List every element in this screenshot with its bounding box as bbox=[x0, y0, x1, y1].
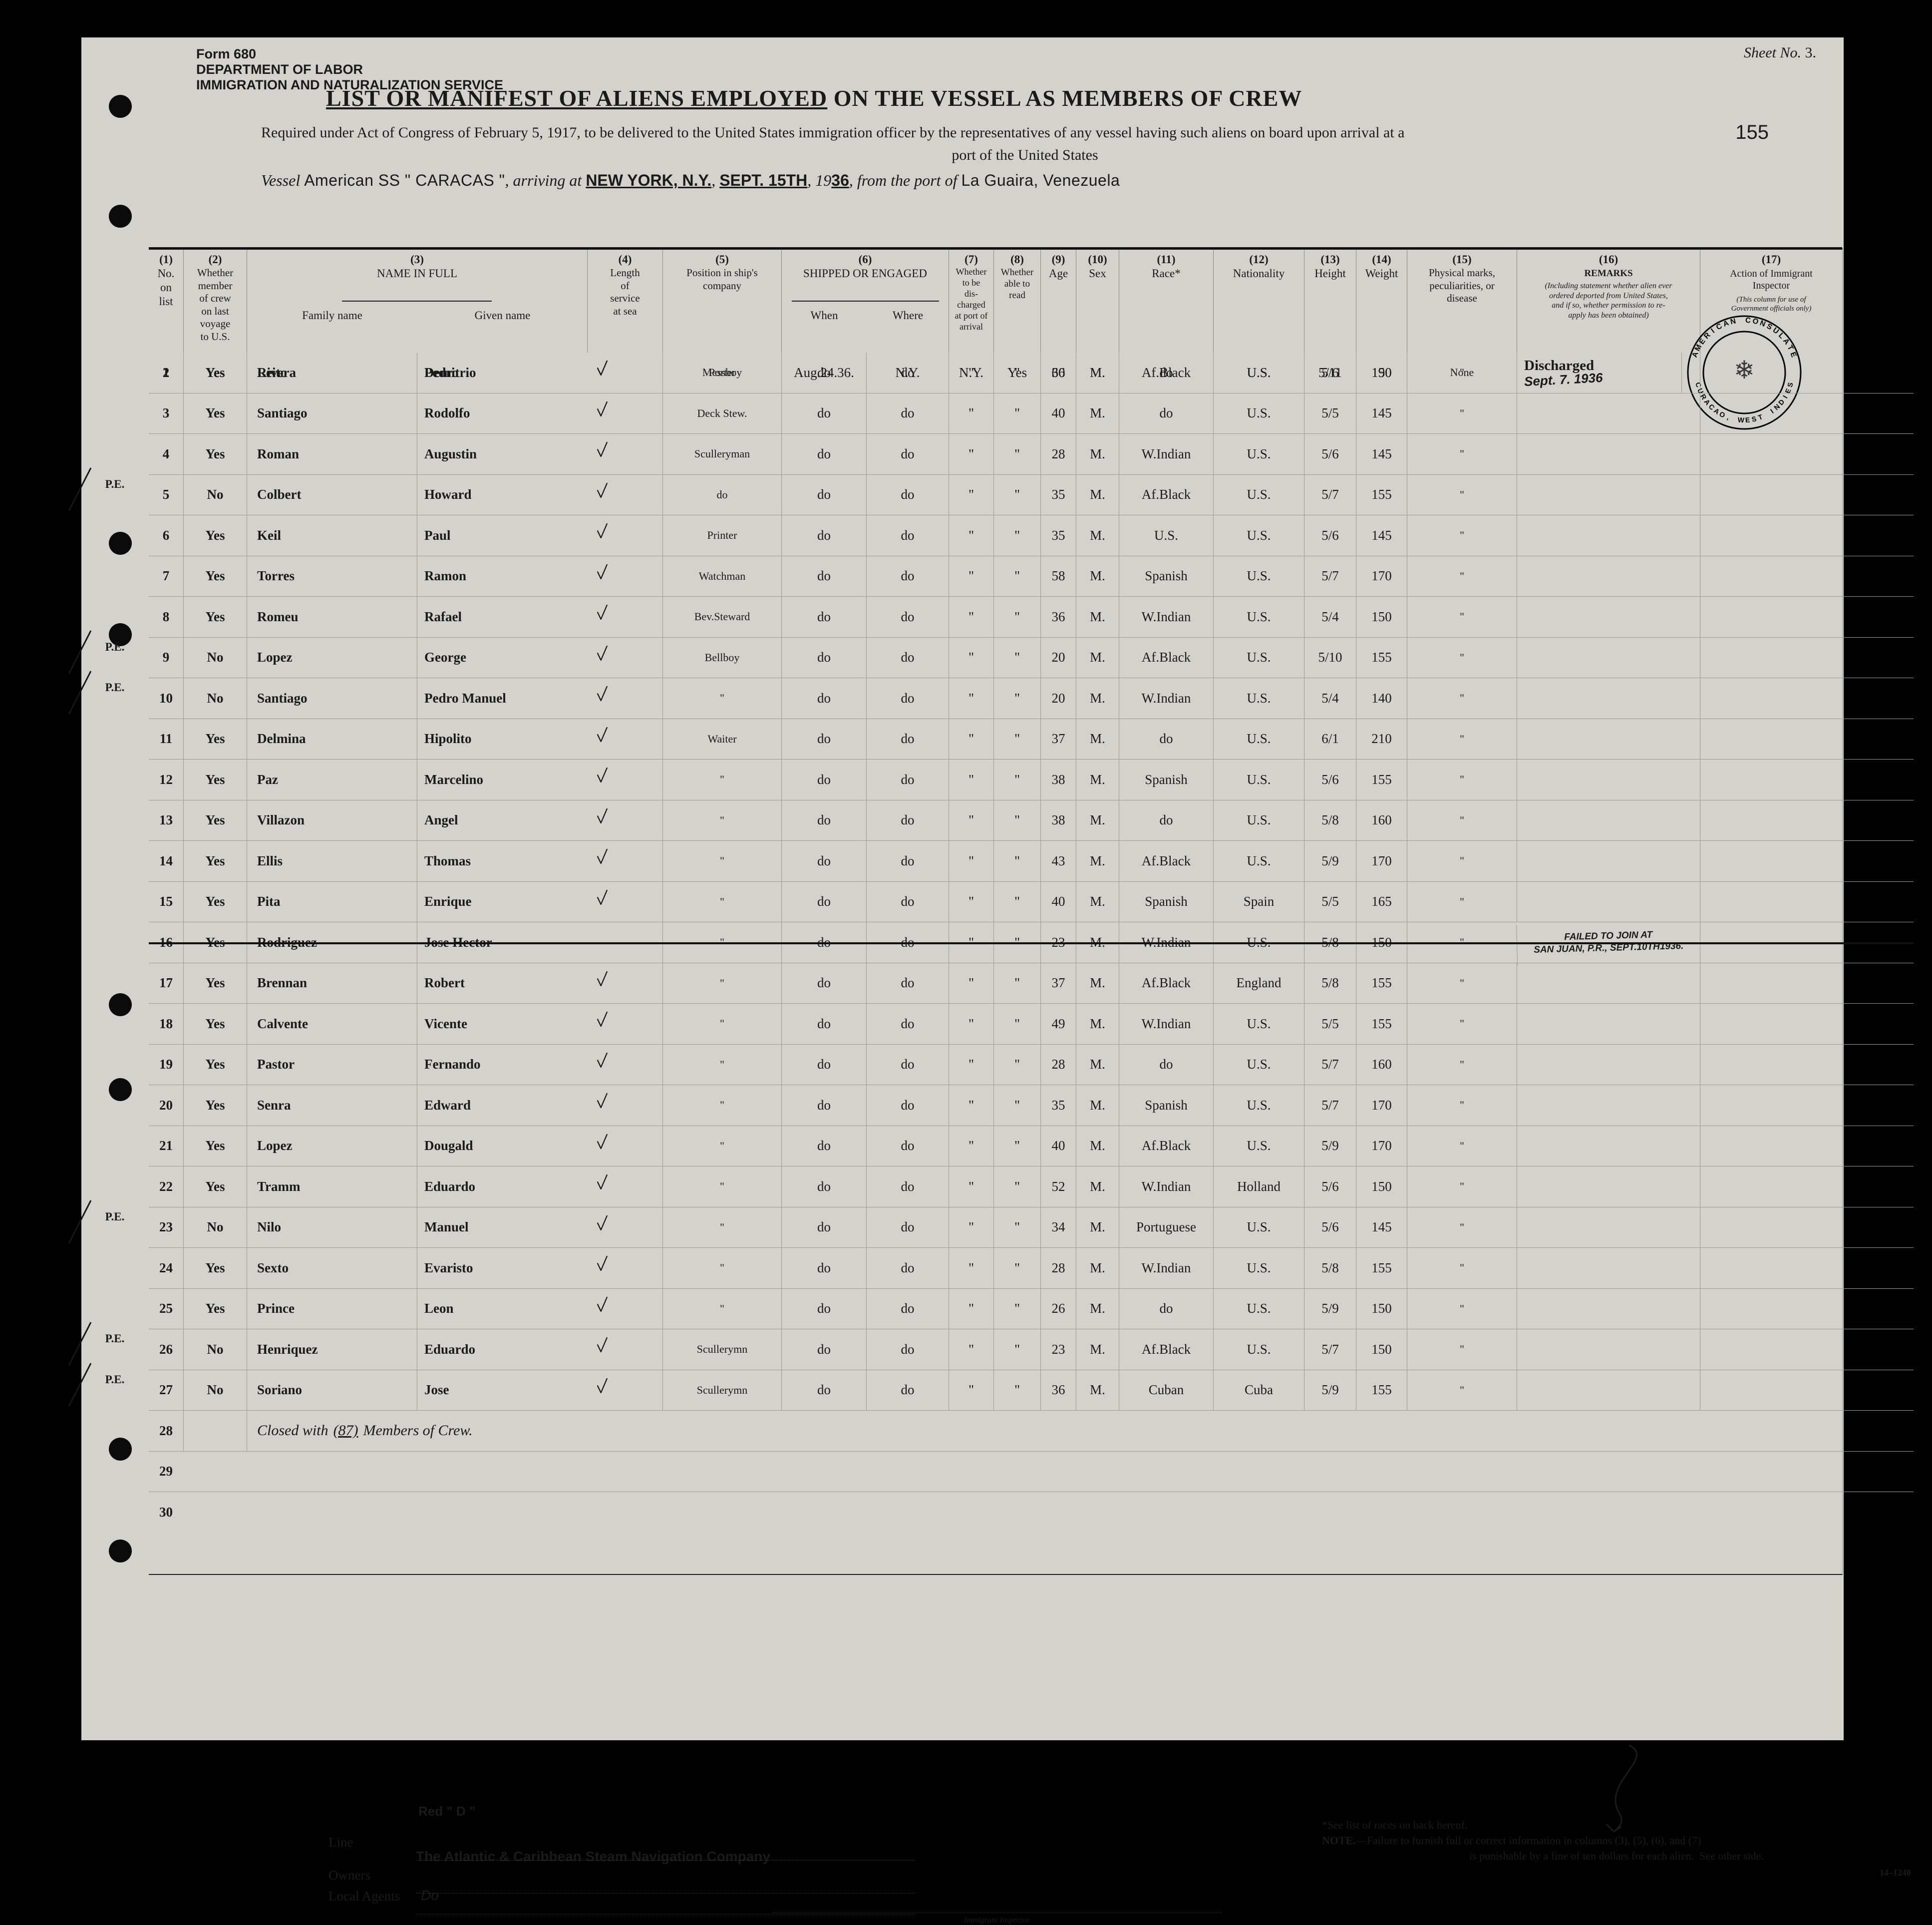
svg-text:O: O bbox=[1751, 317, 1759, 327]
svg-text:C: C bbox=[1714, 322, 1723, 332]
svg-text:T: T bbox=[1785, 344, 1795, 352]
svg-text:A: A bbox=[1722, 319, 1730, 329]
svg-text:N: N bbox=[1729, 317, 1736, 327]
svg-text:C: C bbox=[1745, 316, 1751, 325]
svg-text:N: N bbox=[1758, 319, 1766, 329]
svg-text:I: I bbox=[1709, 327, 1716, 335]
